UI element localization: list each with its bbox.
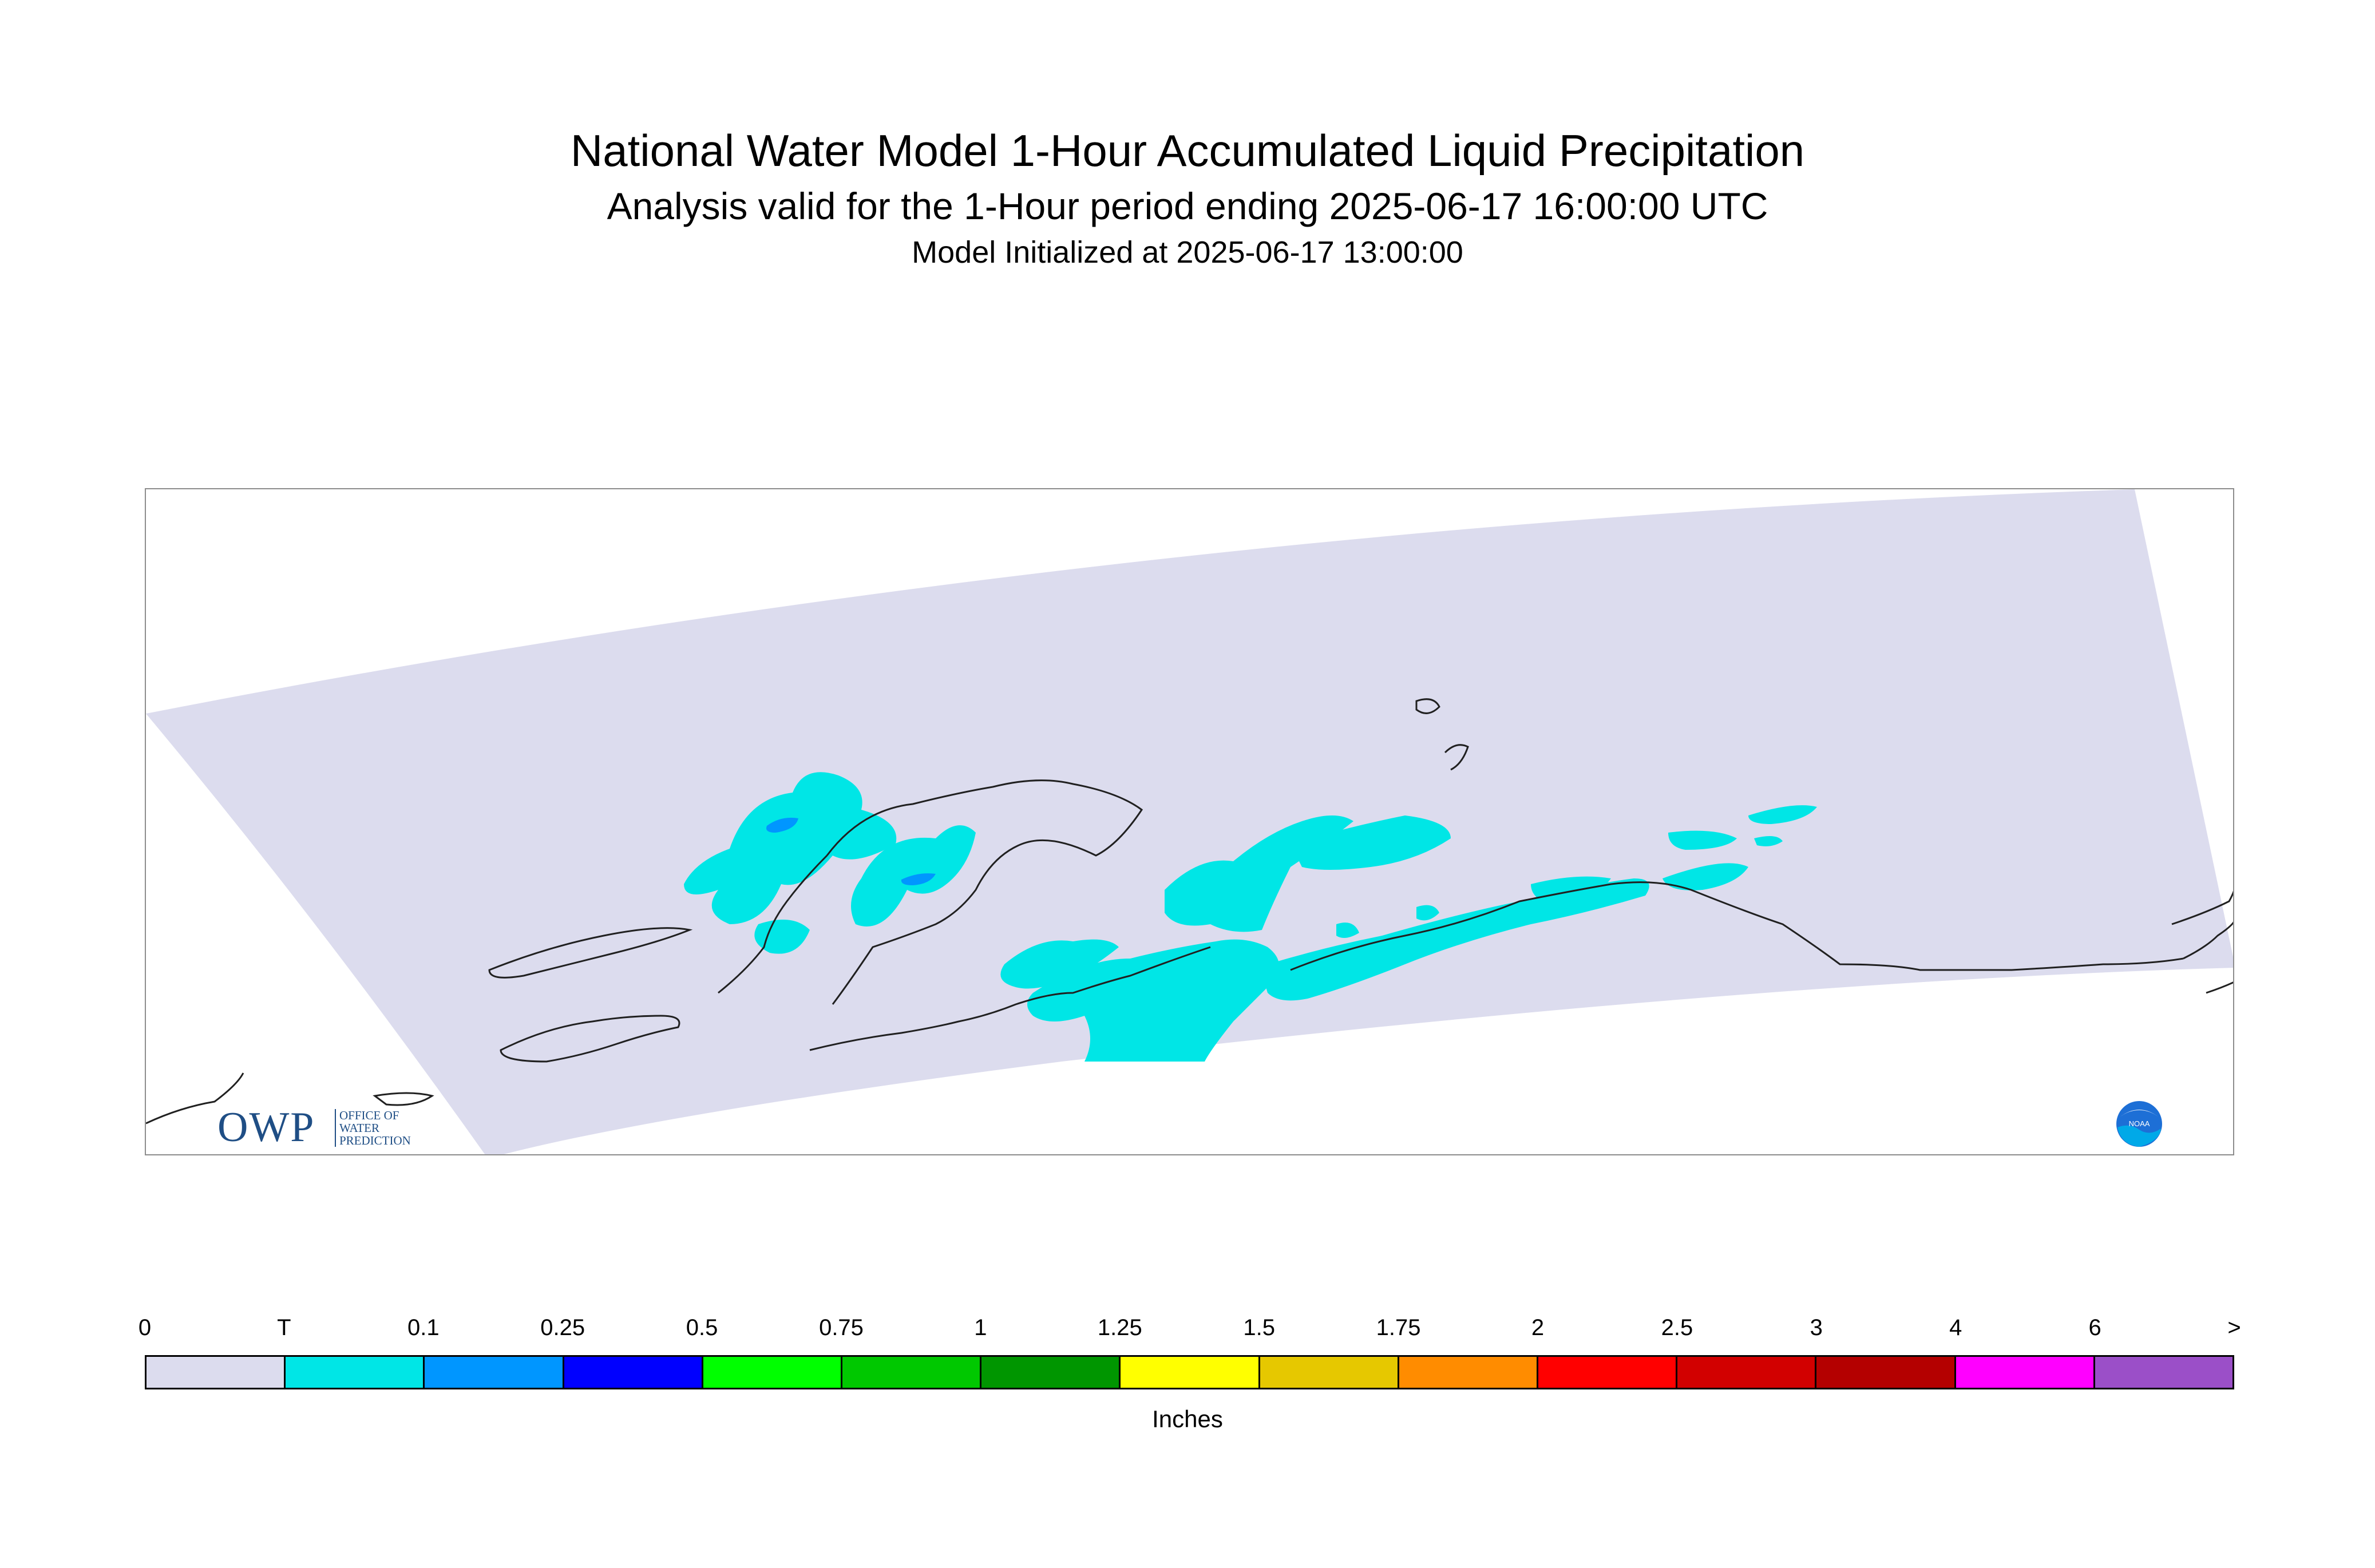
light-precip-areas: [766, 817, 936, 885]
model-domain: [146, 489, 2233, 1154]
legend-units: Inches: [1152, 1405, 1223, 1432]
owp-text: OFFICE OF WATER PREDICTION: [335, 1109, 411, 1147]
trace-area-peninsula: [1027, 939, 1279, 1062]
legend-swatch-0: [147, 1357, 284, 1388]
legend-swatch-8: [1258, 1357, 1398, 1388]
coastline-west-edge: [146, 1072, 244, 1124]
trace-area-east-3: [1265, 878, 1649, 1001]
map-canvas: [146, 489, 2233, 1154]
coastline-east-edge-2: [2206, 981, 2233, 994]
legend-swatch-1: [284, 1357, 423, 1388]
trace-area-east-2: [1291, 815, 1451, 870]
noaa-logo-wave: [2117, 1125, 2161, 1147]
trace-area-west: [684, 772, 897, 924]
legend-swatch-6: [980, 1357, 1119, 1388]
legend-tick-10: 2: [1531, 1315, 1545, 1340]
coastline-east: [2183, 921, 2233, 960]
coastline-bay: [718, 854, 828, 994]
map-panel: [145, 488, 2234, 1155]
legend-swatch-5: [841, 1357, 980, 1388]
legend-swatch-4: [701, 1357, 841, 1388]
legend-swatch-3: [562, 1357, 702, 1388]
coastline-islands-2: [488, 927, 693, 979]
coastline-islands-1: [500, 1015, 680, 1063]
coastline-islands-4: [1444, 744, 1469, 771]
legend-swatch-9: [1397, 1357, 1537, 1388]
trace-area-east-8: [1754, 836, 1783, 846]
map-title: National Water Model 1-Hour Accumulated …: [570, 125, 1805, 176]
legend-swatch-14: [2093, 1357, 2233, 1388]
trace-area-east-7: [1748, 805, 1817, 824]
legend-tick-8: 1.5: [1243, 1315, 1275, 1340]
owp-mark: OWP: [217, 1104, 315, 1151]
coastline-southwest: [373, 1092, 434, 1106]
legend-swatch-10: [1537, 1357, 1676, 1388]
noaa-logo-text: NOAA: [2129, 1119, 2150, 1128]
legend-tick-11: 2.5: [1661, 1315, 1693, 1340]
trace-area-east-5: [1662, 863, 1748, 890]
trace-area-west-2: [754, 920, 810, 954]
coastline-east-edge: [2171, 890, 2233, 925]
legend-tick-5: 0.75: [819, 1315, 864, 1340]
legend-swatch-2: [423, 1357, 563, 1388]
coastline-north: [826, 779, 1143, 1005]
noaa-logo: NOAA: [2116, 1101, 2162, 1147]
legend-tick-12: 3: [1810, 1315, 1823, 1340]
noaa-logo-bird: [2120, 1110, 2159, 1117]
trace-area-small-2: [1336, 922, 1359, 938]
legend-tick-13: 4: [1949, 1315, 1962, 1340]
legend-tick-0: 0: [138, 1315, 152, 1340]
legend-tick-15: >: [2227, 1315, 2241, 1340]
trace-area-small-1: [1416, 905, 1439, 921]
legend-swatch-11: [1676, 1357, 1815, 1388]
legend-colorbar: [145, 1355, 2234, 1389]
coastline-penins: [809, 946, 1211, 1051]
legend-swatch-12: [1815, 1357, 1954, 1388]
coastline-alaska-south: [1290, 881, 2184, 971]
trace-area-east-6: [1668, 830, 1737, 850]
legend-tick-2: 0.1: [407, 1315, 440, 1340]
legend-swatch-13: [1954, 1357, 2093, 1388]
map-subtitle: Analysis valid for the 1-Hour period end…: [607, 185, 1768, 227]
legend-tick-6: 1: [974, 1315, 987, 1340]
trace-area-south: [1000, 939, 1119, 989]
legend-tick-7: 1.25: [1097, 1315, 1142, 1340]
legend-tick-9: 1.75: [1376, 1315, 1421, 1340]
coastline-islands-3: [1415, 698, 1440, 714]
coastlines: [146, 698, 2233, 1124]
legend-tick-4: 0.5: [686, 1315, 718, 1340]
light-area-2: [901, 873, 936, 885]
legend-tick-3: 0.25: [540, 1315, 585, 1340]
light-area-1: [766, 817, 798, 833]
legend-swatch-7: [1119, 1357, 1258, 1388]
legend-tick-1: T: [277, 1315, 291, 1340]
init-time: Model Initialized at 2025-06-17 13:00:00: [912, 235, 1463, 270]
legend-tick-14: 6: [2088, 1315, 2101, 1340]
